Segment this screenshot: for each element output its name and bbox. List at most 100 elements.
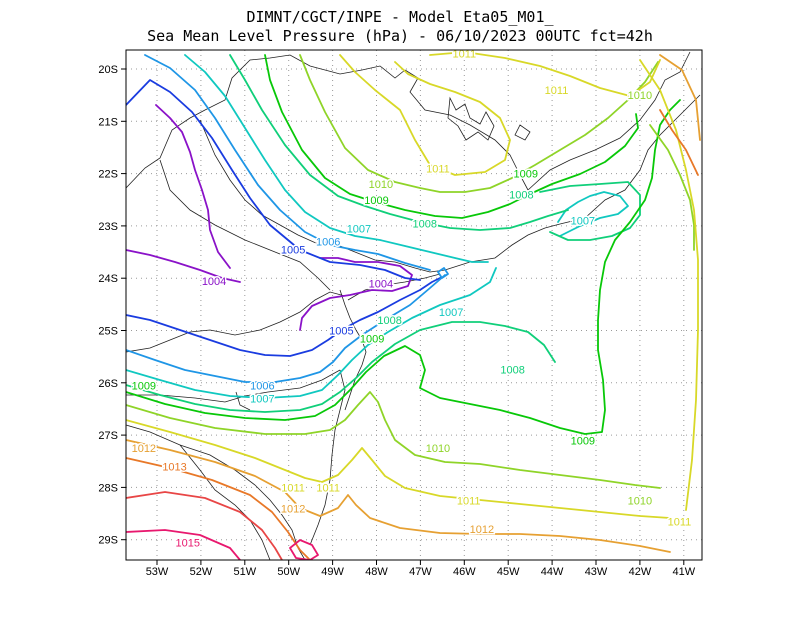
isobar-label-1012: 1012 [132,443,156,455]
isobar-contours [126,51,701,560]
isobar-1004 [299,257,413,331]
y-tick-label: 27S [98,430,118,442]
isobar-1008 [539,181,641,241]
isobar-label-1005: 1005 [329,326,353,338]
isobar-label-1012: 1012 [281,503,305,515]
isobar-label-1008: 1008 [500,365,524,377]
y-tick-label: 24S [98,273,118,285]
isobar-label-1011: 1011 [281,482,305,494]
x-tick-label: 44W [541,566,564,578]
isobar-label-1009: 1009 [132,380,156,392]
isobar-1005 [126,79,421,281]
isobar-label-1005: 1005 [281,244,305,256]
y-tick-label: 20S [98,64,118,76]
border-line [527,51,691,191]
isobar-label-1009: 1009 [360,333,384,345]
isobar-label-1010: 1010 [426,443,450,455]
border-line [514,124,531,141]
isobar-label-1004: 1004 [369,278,393,290]
isobar-label-1008: 1008 [377,315,401,327]
isobar-label-1010: 1010 [628,495,652,507]
isobar-1007 [126,267,497,399]
isobar-label-1009: 1009 [571,435,595,447]
isobar-labels: 1011 1011 1010 1011 1010 1009 1008 1009 1007 1008… [130,48,693,551]
isobar-1010 [649,124,695,251]
map-frame-background [126,50,702,560]
isobar-1010 [126,391,661,489]
isobar-1012 [126,439,671,553]
isobar-1009 [126,99,681,435]
x-tick-label: 48W [365,566,388,578]
isobar-label-1008: 1008 [509,190,533,202]
isobar-label-1011: 1011 [668,516,692,528]
isobar-label-1012: 1012 [470,524,494,536]
isobar-label-1007: 1007 [250,393,274,405]
isobar-label-1010: 1010 [628,90,652,102]
isobar-label-1006: 1006 [250,380,274,392]
axis-ticks: 53W 52W 51W 50W 49W 48W 47W 46W 45W 44W 43W 42W 41W 2… [98,64,695,578]
border-line [447,96,495,141]
border-line [126,54,406,189]
y-tick-label: 23S [98,221,118,233]
border-line [159,159,331,291]
x-tick-label: 46W [453,566,476,578]
isobar-1011 [339,54,511,176]
map-frame-border [125,49,703,561]
isobar-1013 [659,109,699,176]
x-tick-label: 47W [409,566,432,578]
isobar-label-1011: 1011 [452,48,476,60]
chart-title-line2: Sea Mean Level Pressure (hPa) - 06/10/20… [147,27,653,45]
isobar-label-1015: 1015 [175,537,199,549]
isobar-label-1011: 1011 [457,495,481,507]
y-tick-label: 21S [98,116,118,128]
isobar-label-1010: 1010 [369,179,393,191]
isobar-1005 [126,277,441,357]
border-line [344,329,367,411]
x-tick-label: 49W [321,566,344,578]
border-line [179,444,271,560]
isobar-1007 [184,54,489,263]
x-tick-label: 42W [629,566,652,578]
border-line [559,94,701,225]
isobar-1008 [229,54,569,231]
isobar-label-1013: 1013 [162,461,186,473]
isobar-1009 [264,54,639,219]
isobar-label-1007: 1007 [571,216,595,228]
isobar-label-1011: 1011 [316,482,340,494]
isobar-1004 [155,104,231,269]
isobar-label-1007: 1007 [439,307,463,319]
isobar-label-1004: 1004 [202,276,226,288]
x-tick-label: 41W [672,566,695,578]
x-tick-label: 45W [497,566,520,578]
x-tick-label: 43W [585,566,608,578]
border-line [404,69,529,191]
y-tick-label: 29S [98,535,118,547]
isobar-1010 [299,54,659,193]
isobar-1014 [126,491,283,560]
isobar-1008 [126,321,556,413]
isobar-1006 [144,54,431,271]
isobar-1015 [126,529,241,560]
y-tick-label: 26S [98,378,118,390]
isobar-1007 [557,191,629,237]
x-tick-label: 52W [190,566,213,578]
isobar-1011 [126,419,671,519]
graticule-grid [126,50,702,560]
isobar-label-1011: 1011 [426,163,450,175]
isobar-label-1006: 1006 [316,237,340,249]
isobar-1006 [437,267,449,279]
isobar-label-1009: 1009 [364,195,388,207]
border-line [126,424,306,560]
y-tick-label: 22S [98,169,118,181]
isobar-1004 [126,249,241,283]
x-tick-label: 51W [233,566,256,578]
isobar-label-1007: 1007 [347,224,371,236]
isobar-label-1009: 1009 [514,169,538,181]
x-tick-label: 53W [146,566,169,578]
y-tick-label: 25S [98,326,118,338]
border-line [126,291,346,353]
isobar-label-1011: 1011 [545,85,569,97]
chart-title-line1: DIMNT/CGCT/INPE - Model Eta05_M01_ [246,8,554,26]
y-tick-label: 28S [98,482,118,494]
